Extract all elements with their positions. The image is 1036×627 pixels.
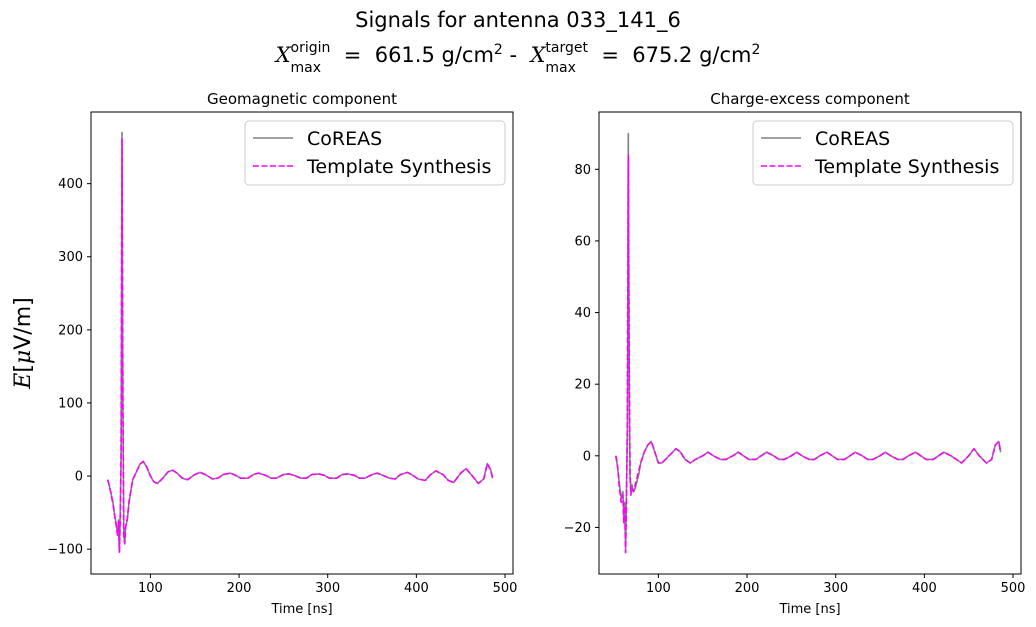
template-synthesis-line <box>107 137 494 553</box>
charge-excess-x-axis-label: Time [ns] <box>778 602 840 617</box>
y-tick-label: 300 <box>58 250 83 265</box>
y-tick-label: 0 <box>75 470 83 485</box>
charge-excess-frame <box>598 111 1022 575</box>
x-tick-label: 500 <box>493 581 518 596</box>
geomagnetic-axes: Geomagnetic component 100 200 300 400 500 −100… <box>47 90 517 617</box>
origin-exponent: 2 <box>493 42 503 58</box>
x-tick-label: 100 <box>138 581 163 596</box>
y-tick-label: 400 <box>58 177 83 192</box>
y-tick-label: −20 <box>564 521 591 536</box>
template-legend-label: Template Synthesis <box>306 156 491 178</box>
charge-excess-title: Charge-excess component <box>710 90 910 108</box>
template-legend-label: Template Synthesis <box>814 156 999 178</box>
y-tick-label: −100 <box>47 543 83 558</box>
coreas-legend-label: CoREAS <box>815 128 890 150</box>
origin-subscript: max <box>290 60 322 76</box>
coreas-line <box>107 131 494 553</box>
x-tick-label: 200 <box>227 581 252 596</box>
coreas-legend-label: CoREAS <box>307 128 382 150</box>
geomagnetic-x-axis-label: Time [ns] <box>270 602 332 617</box>
y-tick-label: 20 <box>574 378 591 393</box>
geomagnetic-title: Geomagnetic component <box>207 90 397 108</box>
y-tick-label: 60 <box>574 234 591 249</box>
y-axis-label: E[μV/m] <box>11 297 36 389</box>
y-tick-label: 0 <box>583 449 591 464</box>
title-separator: - <box>509 43 518 67</box>
x-tick-label: 200 <box>735 581 760 596</box>
x-tick-label: 300 <box>823 581 848 596</box>
charge-excess-legend: CoREAS Template Synthesis <box>752 120 1014 186</box>
y-tick-label: 40 <box>574 306 591 321</box>
y-tick-label: 200 <box>58 323 83 338</box>
target-value: 675.2 g/cm <box>632 43 752 67</box>
target-subscript: max <box>545 60 576 76</box>
template-synthesis-line <box>615 154 1002 554</box>
origin-superscript: origin <box>290 40 331 56</box>
target-exponent: 2 <box>751 42 761 58</box>
target-superscript: target <box>545 40 588 56</box>
y-tick-label: 80 <box>574 163 591 178</box>
xmax-target-symbol: X <box>530 43 546 67</box>
coreas-line <box>615 132 1002 554</box>
origin-value: 661.5 g/cm <box>374 43 494 67</box>
y-tick-label: 100 <box>58 396 83 411</box>
figure-title: Signals for antenna 033_141_6 <box>355 8 681 32</box>
x-tick-label: 400 <box>404 581 429 596</box>
x-tick-label: 300 <box>315 581 340 596</box>
x-tick-label: 400 <box>912 581 937 596</box>
x-tick-label: 500 <box>1001 581 1026 596</box>
x-tick-label: 100 <box>646 581 671 596</box>
geomagnetic-legend: CoREAS Template Synthesis <box>244 120 506 186</box>
geomagnetic-frame <box>90 111 514 575</box>
xmax-origin-symbol: X <box>275 43 291 67</box>
